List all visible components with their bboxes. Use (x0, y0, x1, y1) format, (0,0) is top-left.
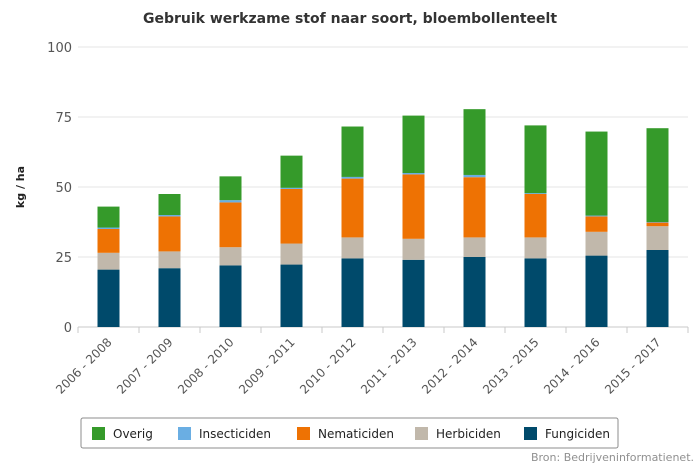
bar-nematiciden (585, 216, 608, 232)
bar-fungiciden (524, 258, 547, 327)
bar-overig (97, 206, 120, 228)
legend-swatch-fungiciden (524, 427, 537, 440)
legend-label-insecticiden: Insecticiden (199, 427, 271, 441)
bar-insecticiden (585, 215, 608, 217)
bar-fungiciden (402, 259, 425, 327)
bar-herbiciden (402, 238, 425, 260)
bar-overig (158, 194, 181, 215)
bars (97, 109, 669, 327)
bar-insecticiden (524, 193, 547, 194)
bar-insecticiden (341, 176, 364, 179)
bar-overig (280, 155, 303, 188)
bar-fungiciden (585, 255, 608, 327)
bar-herbiciden (158, 251, 181, 269)
bar-nematiciden (97, 229, 120, 253)
x-tick-label: 2015 - 2017 (602, 335, 664, 397)
x-tick-label: 2010 - 2012 (297, 335, 359, 397)
x-tick-label: 2008 - 2010 (175, 335, 237, 397)
legend-swatch-nematiciden (297, 427, 310, 440)
bar-insecticiden (646, 222, 669, 223)
legend-frame (80, 417, 619, 449)
x-tick-label: 2011 - 2013 (358, 335, 420, 397)
bar-insecticiden (402, 173, 425, 175)
x-tick-label: 2012 - 2014 (419, 335, 481, 397)
bar-insecticiden (158, 215, 181, 217)
bar-overig (524, 125, 547, 194)
x-tick-label: 2009 - 2011 (236, 335, 298, 397)
y-tick-label: 50 (55, 181, 72, 196)
bar-nematiciden (158, 216, 181, 252)
y-tick-label: 75 (55, 111, 72, 126)
bar-overig (463, 109, 486, 175)
bar-herbiciden (97, 252, 120, 270)
y-axis-ticks: 0 25 50 75 100 (47, 41, 72, 336)
bar-herbiciden (463, 237, 486, 257)
bar-fungiciden (158, 268, 181, 327)
y-tick-label: 0 (64, 321, 72, 336)
bar-nematiciden (524, 194, 547, 238)
x-tick-label: 2006 - 2008 (53, 335, 115, 397)
bar-fungiciden (646, 250, 669, 327)
bar-herbiciden (646, 226, 669, 250)
bar-overig (341, 126, 364, 177)
legend-label-overig: Overig (113, 427, 153, 441)
y-tick-label: 100 (47, 41, 72, 56)
bar-nematiciden (646, 222, 669, 227)
bar-herbiciden (219, 247, 242, 266)
bar-nematiciden (219, 202, 242, 248)
legend-label-fungiciden: Fungiciden (545, 427, 610, 441)
bar-fungiciden (341, 258, 364, 327)
legend-swatch-herbiciden (415, 427, 428, 440)
x-tick-label: 2007 - 2009 (114, 335, 176, 397)
bar-herbiciden (585, 231, 608, 256)
bar-overig (219, 176, 242, 201)
x-tick-label: 2013 - 2015 (480, 335, 542, 397)
bar-herbiciden (280, 243, 303, 265)
bar-insecticiden (97, 227, 120, 229)
bar-nematiciden (280, 188, 303, 244)
chart-title: Gebruik werkzame stof naar soort, bloemb… (143, 11, 557, 27)
bar-overig (646, 128, 669, 222)
legend-swatch-insecticiden (178, 427, 191, 440)
bar-insecticiden (463, 174, 486, 178)
legend: Overig Insecticiden Nematiciden Herbiciden F… (80, 417, 619, 449)
x-axis-ticks: 2006 - 2008 2007 - 2009 2008 - 2010 2009 - … (53, 327, 689, 397)
bar-fungiciden (97, 269, 120, 327)
bar-herbiciden (341, 237, 364, 259)
bar-fungiciden (219, 265, 242, 327)
bar-fungiciden (463, 257, 486, 327)
bar-nematiciden (463, 177, 486, 238)
source-note: Bron: Bedrijveninformatienet. (531, 451, 694, 464)
legend-label-herbiciden: Herbiciden (436, 427, 501, 441)
legend-label-nematiciden: Nematiciden (318, 427, 394, 441)
bar-fungiciden (280, 264, 303, 327)
bar-insecticiden (280, 187, 303, 189)
legend-swatch-overig (92, 427, 105, 440)
y-tick-label: 25 (55, 251, 72, 266)
bar-insecticiden (219, 200, 242, 203)
bar-nematiciden (341, 178, 364, 238)
bar-herbiciden (524, 237, 547, 259)
bar-overig (402, 115, 425, 173)
bar-overig (585, 131, 608, 216)
x-tick-label: 2014 - 2016 (541, 335, 603, 397)
y-axis-label: kg / ha (14, 166, 27, 208)
bar-nematiciden (402, 174, 425, 239)
